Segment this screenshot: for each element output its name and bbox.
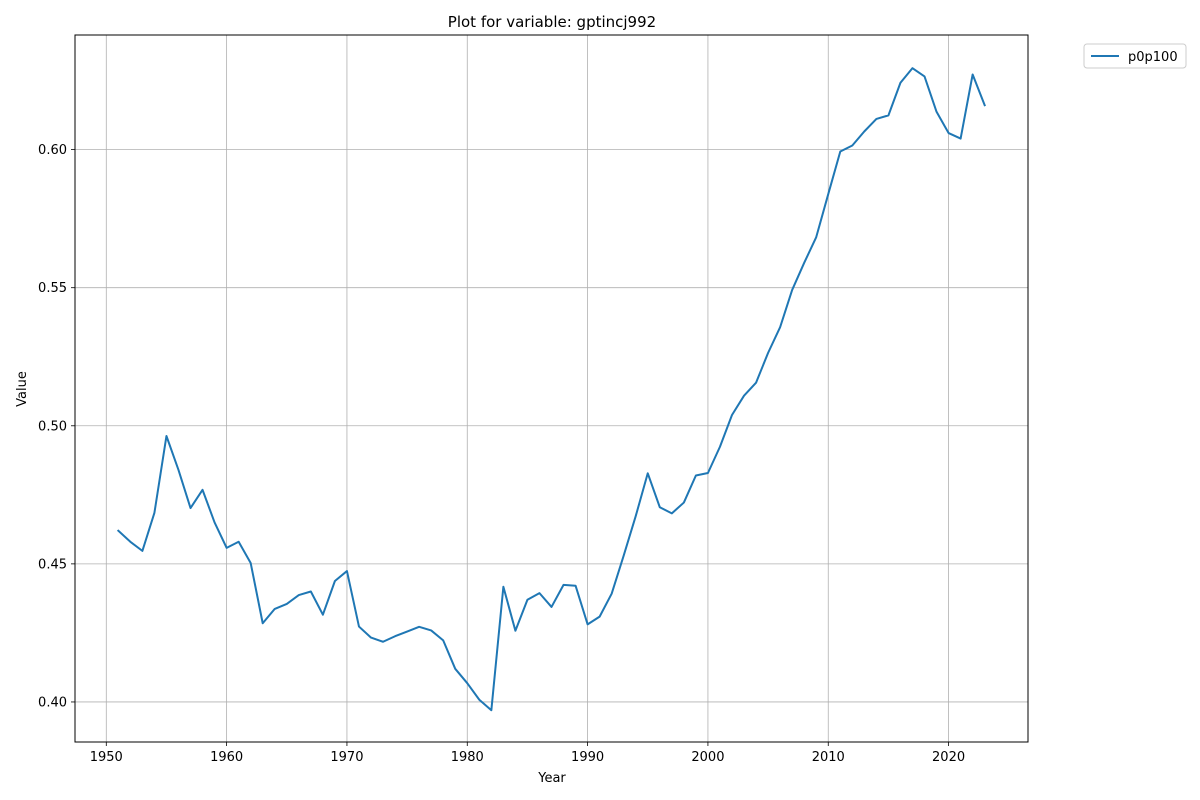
x-tick-label: 2000 <box>691 750 724 765</box>
x-tick-label: 1980 <box>451 750 484 765</box>
series-line-p0p100 <box>116 67 986 712</box>
x-axis-label: Year <box>537 771 566 786</box>
y-tick-label: 0.45 <box>38 557 67 572</box>
x-tick-label: 1970 <box>330 750 363 765</box>
y-tick-label: 0.55 <box>38 281 67 296</box>
legend: p0p100 <box>1083 43 1187 69</box>
y-tick-label: 0.50 <box>38 419 67 434</box>
y-tick-label: 0.40 <box>38 695 67 710</box>
y-tick-label: 0.60 <box>38 143 67 158</box>
plot-frame <box>74 34 1029 743</box>
x-tick-label: 2010 <box>812 750 845 765</box>
series-layer <box>116 67 986 712</box>
chart-title: Plot for variable: gptincj992 <box>448 13 656 31</box>
x-tick-label: 1990 <box>571 750 604 765</box>
legend-label-p0p100: p0p100 <box>1128 50 1178 65</box>
grid <box>75 35 1028 742</box>
legend-box <box>1083 43 1187 69</box>
axis-ticks: 1950 1960 1970 1980 1990 2000 2010 2020 0.40 0.45… <box>38 143 965 765</box>
x-tick-label: 1960 <box>210 750 243 765</box>
x-tick-label: 2020 <box>932 750 965 765</box>
y-axis-label: Value <box>15 371 30 407</box>
x-tick-label: 1950 <box>90 750 123 765</box>
